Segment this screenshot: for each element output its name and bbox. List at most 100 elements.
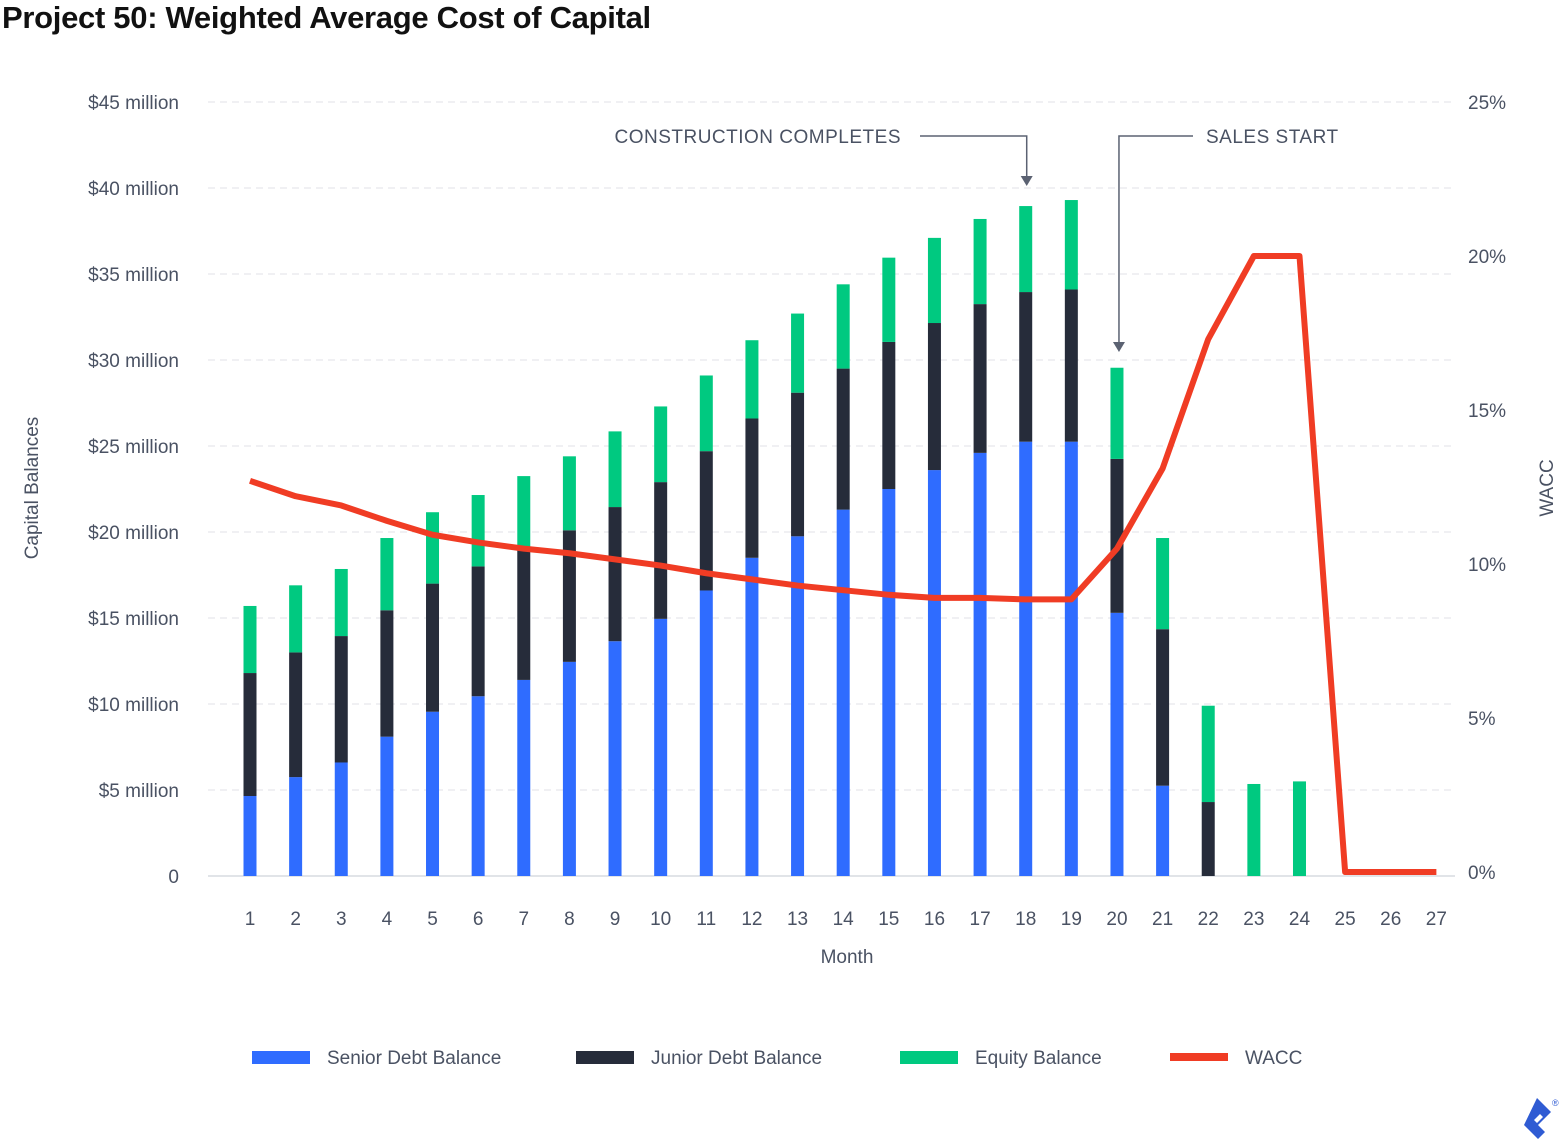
y2-tick-label: 25% xyxy=(1468,93,1506,114)
bar-senior-debt-balance xyxy=(517,679,531,876)
legend-swatch xyxy=(252,1051,310,1064)
y-tick-label: 0 xyxy=(168,867,179,888)
x-tick-label: 6 xyxy=(473,909,484,930)
x-tick-label: 8 xyxy=(564,909,575,930)
bar-equity-balance xyxy=(1064,200,1078,290)
bar-equity-balance xyxy=(1292,781,1306,876)
y-tick-label: $5 million xyxy=(99,781,179,802)
y2-axis-label: WACC xyxy=(1537,459,1558,516)
bar-equity-balance xyxy=(882,257,896,342)
x-tick-label: 14 xyxy=(833,909,855,930)
bar-junior-debt-balance xyxy=(243,673,257,797)
bar-equity-balance xyxy=(608,431,622,508)
bar-equity-balance xyxy=(1110,367,1124,459)
bar-junior-debt-balance xyxy=(882,341,896,489)
y2-tick-label: 0% xyxy=(1468,863,1496,884)
bar-senior-debt-balance xyxy=(426,711,440,876)
bar-junior-debt-balance xyxy=(745,418,759,558)
x-tick-label: 23 xyxy=(1243,909,1264,930)
bar-equity-balance xyxy=(699,375,713,452)
x-tick-label: 13 xyxy=(787,909,808,930)
bar-junior-debt-balance xyxy=(1110,458,1124,613)
x-tick-label: 20 xyxy=(1106,909,1127,930)
bar-equity-balance xyxy=(562,456,576,531)
y2-tick-label: 20% xyxy=(1468,247,1506,268)
x-tick-label: 17 xyxy=(970,909,991,930)
y-tick-label: $30 million xyxy=(88,351,179,372)
bar-senior-debt-balance xyxy=(471,696,485,876)
y-tick-label: $20 million xyxy=(88,523,179,544)
bar-senior-debt-balance xyxy=(562,661,576,876)
bar-junior-debt-balance xyxy=(836,368,850,510)
bar-junior-debt-balance xyxy=(334,636,348,763)
x-tick-label: 18 xyxy=(1015,909,1036,930)
legend-swatch xyxy=(1170,1053,1228,1061)
arrow-down-icon xyxy=(1020,176,1033,186)
bar-equity-balance xyxy=(973,218,987,305)
bar-senior-debt-balance xyxy=(1064,441,1078,876)
x-tick-label: 27 xyxy=(1426,909,1447,930)
bar-junior-debt-balance xyxy=(426,583,440,712)
bar-senior-debt-balance xyxy=(608,641,622,876)
bar-junior-debt-balance xyxy=(380,610,394,737)
bar-junior-debt-balance xyxy=(517,547,531,680)
wacc-line xyxy=(249,253,1437,875)
x-tick-label: 4 xyxy=(382,909,393,930)
bar-senior-debt-balance xyxy=(654,618,668,876)
bar-senior-debt-balance xyxy=(927,470,941,876)
legend-label: Senior Debt Balance xyxy=(327,1048,501,1069)
bar-senior-debt-balance xyxy=(882,489,896,876)
bar-junior-debt-balance xyxy=(608,507,622,642)
bar-equity-balance xyxy=(380,538,394,611)
bar-junior-debt-balance xyxy=(791,392,805,537)
bar-senior-debt-balance xyxy=(973,452,987,876)
x-tick-label: 3 xyxy=(336,909,347,930)
y-tick-label: $10 million xyxy=(88,695,179,716)
y-tick-label: $40 million xyxy=(88,179,179,200)
y-axis-label: Capital Balances xyxy=(22,417,43,560)
x-tick-label: 1 xyxy=(245,909,256,930)
bar-equity-balance xyxy=(289,585,303,653)
bar-junior-debt-balance xyxy=(654,482,668,619)
legend-label: Junior Debt Balance xyxy=(651,1048,822,1069)
bar-equity-balance xyxy=(836,284,850,369)
bar-equity-balance xyxy=(1019,206,1033,293)
bar-equity-balance xyxy=(243,605,257,674)
bar-senior-debt-balance xyxy=(1019,441,1033,876)
bar-junior-debt-balance xyxy=(1156,629,1170,786)
x-tick-label: 11 xyxy=(696,909,716,930)
bar-equity-balance xyxy=(745,340,759,419)
y2-tick-label: 15% xyxy=(1468,401,1506,422)
bar-junior-debt-balance xyxy=(1201,802,1215,876)
annotation-leader xyxy=(1118,135,1193,344)
chart-title: Project 50: Weighted Average Cost of Cap… xyxy=(2,0,651,35)
annotation-construction: CONSTRUCTION COMPLETES xyxy=(614,127,901,148)
x-tick-label: 25 xyxy=(1335,909,1356,930)
bar-senior-debt-balance xyxy=(1156,785,1170,876)
bar-equity-balance xyxy=(1247,783,1261,876)
x-tick-label: 22 xyxy=(1198,909,1219,930)
bar-senior-debt-balance xyxy=(380,736,394,876)
bar-equity-balance xyxy=(1156,538,1170,630)
x-tick-label: 7 xyxy=(518,909,529,930)
bar-junior-debt-balance xyxy=(699,451,713,591)
legend-label: Equity Balance xyxy=(975,1048,1102,1069)
x-tick-label: 24 xyxy=(1289,909,1311,930)
y-tick-label: $45 million xyxy=(88,93,179,114)
bar-equity-balance xyxy=(426,512,440,584)
x-tick-label: 12 xyxy=(741,909,762,930)
bar-junior-debt-balance xyxy=(562,530,576,662)
y2-tick-label: 5% xyxy=(1468,709,1496,730)
x-tick-label: 5 xyxy=(427,909,438,930)
bar-equity-balance xyxy=(927,237,941,324)
bar-equity-balance xyxy=(334,568,348,637)
y-tick-label: $15 million xyxy=(88,609,179,630)
bar-equity-balance xyxy=(471,495,485,567)
x-tick-label: 21 xyxy=(1152,909,1173,930)
x-tick-label: 10 xyxy=(650,909,671,930)
x-tick-label: 15 xyxy=(878,909,899,930)
x-tick-label: 26 xyxy=(1380,909,1401,930)
bar-junior-debt-balance xyxy=(973,304,987,453)
bar-junior-debt-balance xyxy=(471,566,485,697)
annotation-leader xyxy=(920,135,1028,178)
